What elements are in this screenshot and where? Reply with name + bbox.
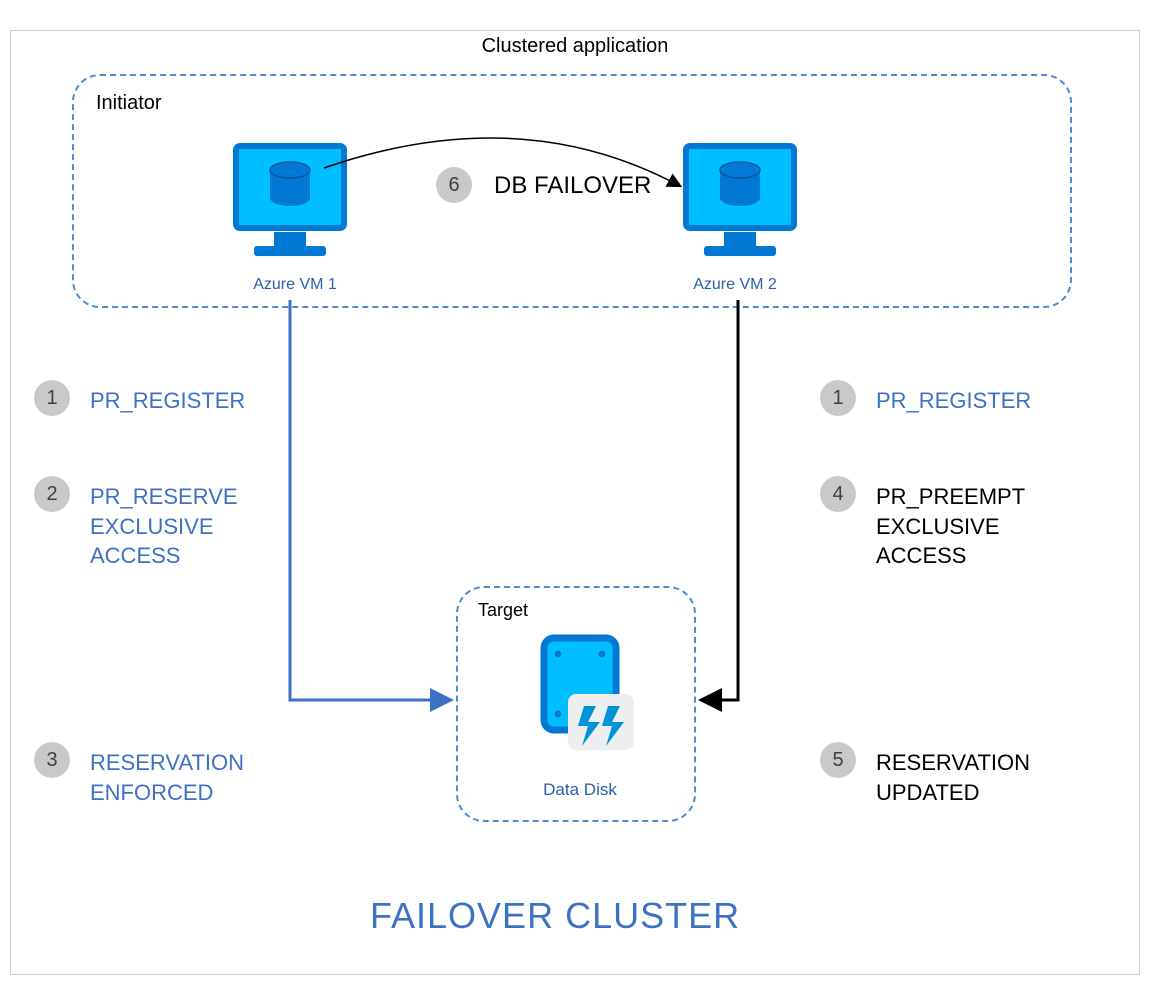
step-right-4-badge: 4 bbox=[820, 476, 856, 512]
step-left-3-badge: 3 bbox=[34, 742, 70, 778]
step-right-1-text: PR_REGISTER bbox=[876, 386, 1031, 416]
footer-title: FAILOVER CLUSTER bbox=[370, 895, 740, 937]
vm1-icon bbox=[230, 140, 350, 275]
step-right-4-text: PR_PREEMPT EXCLUSIVE ACCESS bbox=[876, 482, 1025, 571]
step-right-5-text: RESERVATION UPDATED bbox=[876, 748, 1030, 807]
step-left-3-text: RESERVATION ENFORCED bbox=[90, 748, 244, 807]
step-left-2-badge: 2 bbox=[34, 476, 70, 512]
vm2-icon bbox=[680, 140, 800, 275]
vm2-label: Azure VM 2 bbox=[665, 276, 805, 294]
vm1-label: Azure VM 1 bbox=[225, 276, 365, 294]
target-label: Target bbox=[478, 600, 528, 621]
step-left-2-text: PR_RESERVE EXCLUSIVE ACCESS bbox=[90, 482, 238, 571]
step-left-1-badge: 1 bbox=[34, 380, 70, 416]
disk-icon bbox=[524, 634, 644, 779]
db-failover-label: DB FAILOVER bbox=[494, 172, 651, 200]
diagram-title: Clustered application bbox=[0, 35, 1150, 58]
disk-label: Data Disk bbox=[520, 780, 640, 800]
step6-badge: 6 bbox=[436, 167, 472, 203]
step-right-1-badge: 1 bbox=[820, 380, 856, 416]
step-left-1-text: PR_REGISTER bbox=[90, 386, 245, 416]
initiator-label: Initiator bbox=[96, 92, 162, 115]
step-right-5-badge: 5 bbox=[820, 742, 856, 778]
